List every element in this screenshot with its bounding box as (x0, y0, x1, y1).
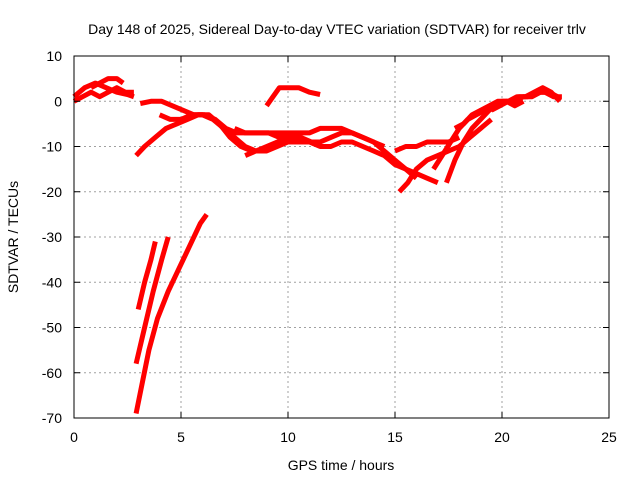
y-tick-label: -20 (42, 184, 62, 200)
series-arc-10 (135, 240, 158, 310)
series-arc-9 (264, 85, 321, 108)
tick-labels: 0 5 10 15 20 25 -70 -60 -50 -40 -30 -20 -10 0 10 (42, 48, 617, 445)
y-tick-label: -50 (42, 320, 62, 336)
y-tick-label: -70 (42, 410, 62, 426)
x-tick-label: 10 (280, 429, 296, 445)
series-arc-12 (133, 212, 209, 414)
y-tick-label: -30 (42, 229, 62, 245)
y-tick-label: 0 (54, 93, 62, 109)
y-tick-label: 10 (46, 48, 62, 64)
series-arc-6 (134, 112, 253, 158)
y-axis-title: SDTVAR / TECUs (5, 181, 21, 293)
series-arc-17 (453, 98, 525, 131)
y-tick-label: -10 (42, 139, 62, 155)
x-tick-label: 25 (601, 429, 617, 445)
ticks (73, 55, 610, 419)
series-arc-11 (133, 236, 171, 365)
x-tick-label: 15 (387, 429, 403, 445)
series-arc-8 (244, 130, 386, 158)
series-arc-18 (490, 85, 562, 113)
series-arc-2 (72, 85, 134, 104)
x-tick-label: 5 (177, 429, 185, 445)
x-tick-label: 0 (70, 429, 78, 445)
y-tick-label: -60 (42, 365, 62, 381)
series-arc-3 (89, 76, 125, 90)
series-arc-7 (233, 125, 419, 181)
y-tick-label: -40 (42, 274, 62, 290)
x-axis-title: GPS time / hours (288, 457, 395, 473)
chart-title: Day 148 of 2025, Sidereal Day-to-day VTE… (88, 21, 586, 37)
x-tick-label: 20 (494, 429, 510, 445)
series-layer (72, 76, 562, 414)
